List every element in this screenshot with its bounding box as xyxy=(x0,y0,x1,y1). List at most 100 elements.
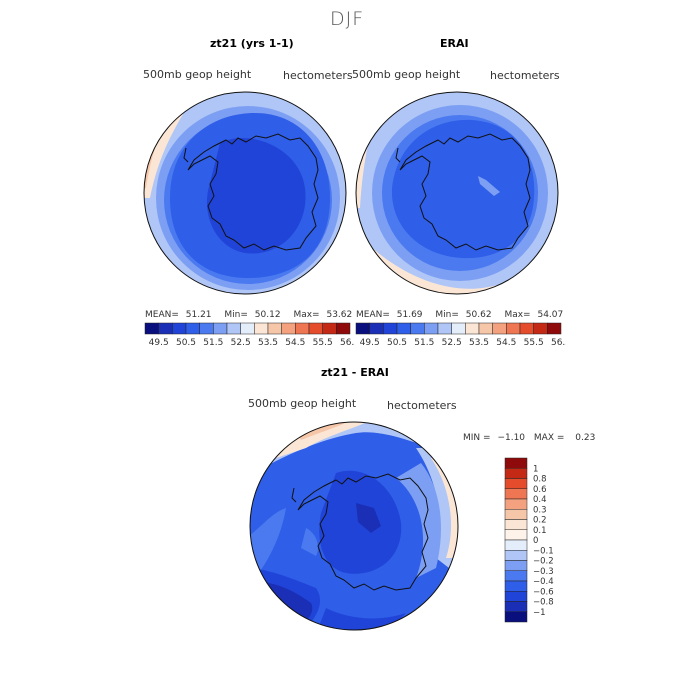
diff-min-value: −1.10 xyxy=(497,433,526,443)
polar-map-erai xyxy=(355,91,559,295)
field-colorbar-model-tick-label: 55.5 xyxy=(313,338,333,348)
panel-2-max-value: 54.07 xyxy=(537,310,564,320)
diff-colorbar-tick-label: −0.3 xyxy=(533,567,554,577)
diff-colorbar-tick-label: 0.6 xyxy=(533,485,547,495)
diff-variable-label: 500mb geop height xyxy=(248,397,357,410)
panel-2-units-label: hectometers xyxy=(490,69,560,82)
diff-max-value: 0.23 xyxy=(575,433,596,443)
panel-1-mean-value: 51.21 xyxy=(185,310,212,320)
field-colorbar-erai-swatch xyxy=(465,322,480,335)
diff-colorbar-tick-label: −0.4 xyxy=(533,577,554,587)
diff-units-label: hectometers xyxy=(387,399,457,412)
panel-2-stats: MEAN= 51.69 Min= 50.62 Max= 54.07 xyxy=(356,310,563,320)
diff-colorbar-swatch xyxy=(504,550,528,561)
panel-1-units-label: hectometers xyxy=(283,69,353,82)
diff-colorbar-swatch xyxy=(504,468,528,479)
field-colorbar-model-swatch xyxy=(226,322,241,335)
field-colorbar-model-swatch xyxy=(295,322,310,335)
season-title: DJF xyxy=(330,8,365,30)
diff-panel-title: zt21 - ERAI xyxy=(321,366,389,379)
field-colorbar-model-swatch xyxy=(281,322,296,335)
field-colorbar-model-tick-label: 53.5 xyxy=(258,338,278,348)
field-colorbar-erai-swatch xyxy=(519,322,534,335)
diff-colorbar-swatch xyxy=(504,478,528,489)
field-colorbar-erai-swatch xyxy=(424,322,439,335)
diff-colorbar: 10.80.60.40.30.20.10−0.1−0.2−0.3−0.4−0.6… xyxy=(504,457,554,623)
polar-map-difference xyxy=(249,421,459,631)
polar-map-model xyxy=(143,91,347,295)
diff-colorbar-tick-label: −0.8 xyxy=(533,598,554,608)
panel-1-min-label: Min= xyxy=(224,310,248,320)
panel-2-mean-label: MEAN= xyxy=(356,310,390,320)
field-colorbar-erai-swatch xyxy=(437,322,452,335)
diff-colorbar-tick-label: 0.1 xyxy=(533,526,547,536)
diff-colorbar-tick-label: 0.3 xyxy=(533,505,547,515)
field-colorbar-erai-tick-label: 53.5 xyxy=(469,338,489,348)
field-colorbar-model-swatch xyxy=(336,322,351,335)
field-colorbar-model-swatch xyxy=(308,322,323,335)
panel-2-title: ERAI xyxy=(440,37,469,50)
panel-1-title: zt21 (yrs 1-1) xyxy=(210,37,294,50)
diff-colorbar-swatch xyxy=(504,529,528,541)
field-colorbar-erai-tick-label: 50.5 xyxy=(387,338,407,348)
field-colorbar-erai-tick-label: 52.5 xyxy=(442,338,462,348)
field-colorbar-erai-tick-label: 54.5 xyxy=(496,338,516,348)
diff-colorbar-swatch xyxy=(504,498,528,510)
panel-2-variable-label: 500mb geop height xyxy=(352,68,461,81)
diff-colorbar-swatch xyxy=(504,611,528,623)
panel-1-stats: MEAN= 51.21 Min= 50.12 Max= 53.62 xyxy=(145,310,352,320)
diff-colorbar-tick-label: −0.1 xyxy=(533,546,554,556)
diff-colorbar-swatch xyxy=(504,601,528,612)
diff-colorbar-swatch xyxy=(504,591,528,602)
field-colorbar-model-swatch xyxy=(267,322,282,335)
field-colorbar-model-tick-label: 50.5 xyxy=(176,338,196,348)
field-colorbar-model-swatch xyxy=(240,322,255,335)
field-colorbar-erai-swatch xyxy=(506,322,521,335)
field-colorbar-erai-tick-label: 56.5 xyxy=(551,338,566,348)
diff-max-label: MAX = xyxy=(533,433,565,443)
diff-colorbar-tick-label: −1 xyxy=(533,608,546,618)
field-colorbar-erai-tick-label: 49.5 xyxy=(360,338,380,348)
field-colorbar-model: 49.5 50.5 51.5 52.5 53.5 54.5 55.5 56.5 xyxy=(144,322,355,348)
panel-2-min-value: 50.62 xyxy=(465,310,492,320)
field-colorbar-erai-swatch xyxy=(451,322,466,335)
field-colorbar-erai-swatch xyxy=(355,322,370,335)
field-colorbar-erai-swatch xyxy=(383,322,398,335)
field-colorbar-erai-swatch xyxy=(478,322,493,335)
diff-min-label: MIN = xyxy=(463,433,491,443)
diff-colorbar-tick-label: 0.4 xyxy=(533,495,547,505)
diff-stats: MIN = −1.10 MAX = 0.23 xyxy=(463,433,595,443)
panel-1-max-label: Max= xyxy=(293,310,320,320)
panel-1-mean-label: MEAN= xyxy=(145,310,179,320)
panel-2-min-label: Min= xyxy=(435,310,459,320)
panel-2-max-label: Max= xyxy=(504,310,531,320)
diff-colorbar-tick-label: 0.8 xyxy=(533,475,547,485)
field-colorbar-model-swatch xyxy=(322,322,337,335)
panel-2-mean-value: 51.69 xyxy=(396,310,423,320)
field-colorbar-model-swatch xyxy=(185,322,200,335)
field-colorbar-erai-swatch xyxy=(369,322,384,335)
field-colorbar-model-tick-label: 52.5 xyxy=(231,338,251,348)
diff-colorbar-swatch xyxy=(504,488,528,500)
diff-colorbar-tick-label: 0 xyxy=(533,536,538,546)
field-colorbar-model-swatch xyxy=(213,322,228,335)
field-colorbar-erai-swatch xyxy=(492,322,507,335)
field-colorbar-erai-swatch xyxy=(533,322,548,335)
field-colorbar-erai-tick-label: 51.5 xyxy=(414,338,434,348)
diff-colorbar-swatch xyxy=(504,570,528,582)
diff-colorbar-swatch xyxy=(504,519,528,530)
diff-colorbar-swatch xyxy=(504,509,528,520)
diff-colorbar-tick-label: 0.2 xyxy=(533,516,547,526)
field-colorbar-model-tick-label: 51.5 xyxy=(203,338,223,348)
diff-colorbar-tick-label: −0.2 xyxy=(533,557,554,567)
diff-colorbar-swatch xyxy=(504,560,528,571)
field-colorbar-erai-swatch xyxy=(410,322,425,335)
field-colorbar-model-swatch xyxy=(158,322,173,335)
field-colorbar-model-swatch xyxy=(144,322,159,335)
field-colorbar-erai: 49.5 50.5 51.5 52.5 53.5 54.5 55.5 56.5 xyxy=(355,322,566,348)
panel-1-min-value: 50.12 xyxy=(254,310,281,320)
field-colorbar-erai-swatch xyxy=(547,322,562,335)
field-colorbar-erai-swatch xyxy=(396,322,411,335)
diff-colorbar-tick-label: −0.6 xyxy=(533,587,554,597)
field-colorbar-model-swatch xyxy=(172,322,187,335)
